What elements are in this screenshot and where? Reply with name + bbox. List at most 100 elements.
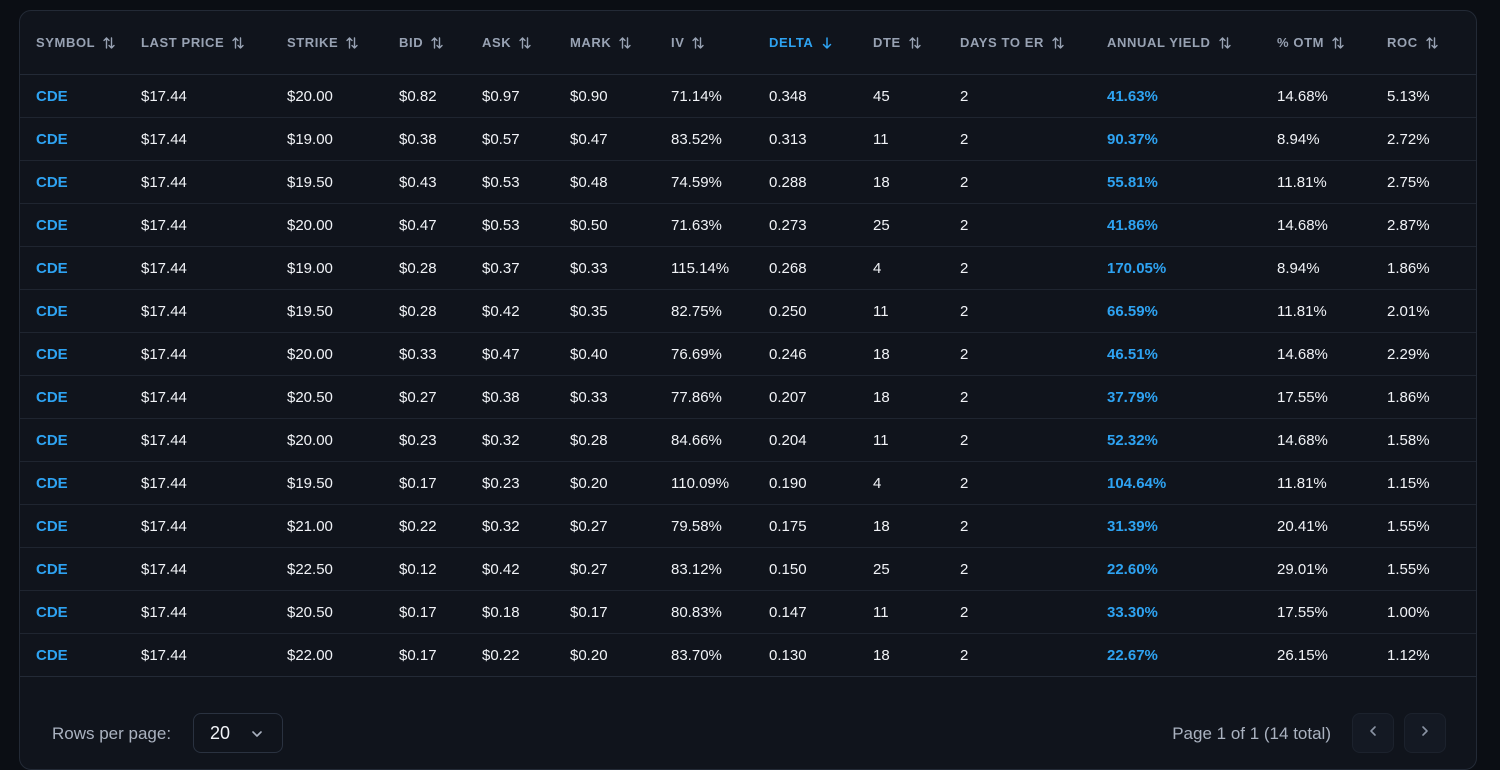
column-header-roc[interactable]: ROC — [1387, 11, 1476, 75]
pagination-footer: Rows per page: 20 Page 1 of 1 (14 total) — [20, 694, 1476, 769]
column-header-dte[interactable]: DTE — [873, 11, 960, 75]
column-header-bid[interactable]: BID — [399, 11, 482, 75]
cell-roc: 1.86% — [1387, 246, 1476, 290]
cell-annual-yield: 41.86% — [1107, 203, 1277, 247]
table-row[interactable]: CDE $17.44 $20.00 $0.47 $0.53 $0.50 71.63% 0.27… — [20, 203, 1476, 247]
column-header-iv[interactable]: IV — [671, 11, 769, 75]
sort-updown-icon — [691, 36, 705, 50]
rows-per-page-select[interactable]: 20 — [193, 713, 283, 753]
previous-page-button[interactable] — [1352, 713, 1394, 753]
column-header-inner: DAYS TO ER — [960, 35, 1065, 50]
cell-ask: $0.53 — [482, 203, 570, 247]
cell-annual-yield: 52.32% — [1107, 418, 1277, 462]
cell-symbol[interactable]: CDE — [20, 547, 141, 591]
cell-days-to-er: 2 — [960, 74, 1107, 118]
cell-last-price: $17.44 — [141, 461, 287, 505]
cell-bid: $0.12 — [399, 547, 482, 591]
column-header-inner: SYMBOL — [36, 35, 116, 50]
page-info: Page 1 of 1 (14 total) — [1172, 724, 1331, 743]
table-row[interactable]: CDE $17.44 $20.00 $0.33 $0.47 $0.40 76.69% 0.24… — [20, 332, 1476, 376]
table-row[interactable]: CDE $17.44 $20.00 $0.23 $0.32 $0.28 84.66% 0.20… — [20, 418, 1476, 462]
cell-bid: $0.28 — [399, 246, 482, 290]
cell-annual-yield: 90.37% — [1107, 117, 1277, 161]
cell-days-to-er: 2 — [960, 203, 1107, 247]
cell-symbol[interactable]: CDE — [20, 461, 141, 505]
cell-roc: 1.12% — [1387, 633, 1476, 677]
column-header-days-to-er[interactable]: DAYS TO ER — [960, 11, 1107, 75]
column-header-label: IV — [671, 35, 685, 50]
table-row[interactable]: CDE $17.44 $19.00 $0.28 $0.37 $0.33 115.14% 0.2… — [20, 246, 1476, 290]
cell-days-to-er: 2 — [960, 332, 1107, 376]
cell-iv: 71.14% — [671, 74, 769, 118]
cell-delta: 0.207 — [769, 375, 873, 419]
cell-last-price: $17.44 — [141, 418, 287, 462]
cell-symbol[interactable]: CDE — [20, 160, 141, 204]
column-header-annual-yield[interactable]: ANNUAL YIELD — [1107, 11, 1277, 75]
cell-strike: $20.00 — [287, 332, 399, 376]
table-row[interactable]: CDE $17.44 $22.50 $0.12 $0.42 $0.27 83.12% 0.15… — [20, 547, 1476, 591]
table-row[interactable]: CDE $17.44 $20.50 $0.27 $0.38 $0.33 77.86% 0.20… — [20, 375, 1476, 419]
options-table-card: SYMBOL LAST PRICE STRIKE BID ASK MARK IV DELTA D… — [19, 10, 1477, 770]
sort-updown-icon — [1051, 36, 1065, 50]
cell-symbol[interactable]: CDE — [20, 375, 141, 419]
table-row[interactable]: CDE $17.44 $19.50 $0.17 $0.23 $0.20 110.09% 0.1… — [20, 461, 1476, 505]
table-row[interactable]: CDE $17.44 $20.00 $0.82 $0.97 $0.90 71.14% 0.34… — [20, 74, 1476, 118]
cell-symbol[interactable]: CDE — [20, 203, 141, 247]
cell-dte: 45 — [873, 74, 960, 118]
table-row[interactable]: CDE $17.44 $19.00 $0.38 $0.57 $0.47 83.52% 0.31… — [20, 117, 1476, 161]
cell-mark: $0.48 — [570, 160, 671, 204]
cell-annual-yield: 31.39% — [1107, 504, 1277, 548]
cell-pct-otm: 8.94% — [1277, 246, 1387, 290]
column-header-inner: ASK — [482, 35, 532, 50]
column-header-last-price[interactable]: LAST PRICE — [141, 11, 287, 75]
cell-days-to-er: 2 — [960, 590, 1107, 634]
column-header-mark[interactable]: MARK — [570, 11, 671, 75]
column-header-label: DELTA — [769, 35, 814, 50]
cell-symbol[interactable]: CDE — [20, 633, 141, 677]
cell-symbol[interactable]: CDE — [20, 418, 141, 462]
cell-mark: $0.28 — [570, 418, 671, 462]
cell-days-to-er: 2 — [960, 375, 1107, 419]
cell-pct-otm: 11.81% — [1277, 160, 1387, 204]
cell-ask: $0.53 — [482, 160, 570, 204]
cell-symbol[interactable]: CDE — [20, 246, 141, 290]
cell-symbol[interactable]: CDE — [20, 590, 141, 634]
cell-pct-otm: 29.01% — [1277, 547, 1387, 591]
cell-symbol[interactable]: CDE — [20, 504, 141, 548]
cell-strike: $19.00 — [287, 246, 399, 290]
cell-ask: $0.97 — [482, 74, 570, 118]
cell-dte: 18 — [873, 375, 960, 419]
table-header: SYMBOL LAST PRICE STRIKE BID ASK MARK IV DELTA D… — [20, 11, 1476, 75]
cell-symbol[interactable]: CDE — [20, 74, 141, 118]
cell-iv: 83.52% — [671, 117, 769, 161]
cell-last-price: $17.44 — [141, 289, 287, 333]
cell-symbol[interactable]: CDE — [20, 117, 141, 161]
column-header-symbol[interactable]: SYMBOL — [20, 11, 141, 75]
rows-per-page-value: 20 — [210, 722, 231, 743]
cell-iv: 74.59% — [671, 160, 769, 204]
table-row[interactable]: CDE $17.44 $22.00 $0.17 $0.22 $0.20 83.70% 0.13… — [20, 633, 1476, 677]
cell-symbol[interactable]: CDE — [20, 289, 141, 333]
column-header-ask[interactable]: ASK — [482, 11, 570, 75]
table-row[interactable]: CDE $17.44 $20.50 $0.17 $0.18 $0.17 80.83% 0.14… — [20, 590, 1476, 634]
column-header-delta[interactable]: DELTA — [769, 11, 873, 75]
table-row[interactable]: CDE $17.44 $21.00 $0.22 $0.32 $0.27 79.58% 0.17… — [20, 504, 1476, 548]
cell-pct-otm: 8.94% — [1277, 117, 1387, 161]
column-header-strike[interactable]: STRIKE — [287, 11, 399, 75]
cell-dte: 11 — [873, 590, 960, 634]
cell-bid: $0.38 — [399, 117, 482, 161]
cell-delta: 0.288 — [769, 160, 873, 204]
column-header-pct-otm[interactable]: % OTM — [1277, 11, 1387, 75]
cell-bid: $0.17 — [399, 461, 482, 505]
cell-days-to-er: 2 — [960, 504, 1107, 548]
cell-ask: $0.18 — [482, 590, 570, 634]
cell-symbol[interactable]: CDE — [20, 332, 141, 376]
cell-mark: $0.27 — [570, 504, 671, 548]
cell-iv: 110.09% — [671, 461, 769, 505]
cell-ask: $0.32 — [482, 418, 570, 462]
table-row[interactable]: CDE $17.44 $19.50 $0.43 $0.53 $0.48 74.59% 0.28… — [20, 160, 1476, 204]
table-row[interactable]: CDE $17.44 $19.50 $0.28 $0.42 $0.35 82.75% 0.25… — [20, 289, 1476, 333]
next-page-button[interactable] — [1404, 713, 1446, 753]
column-header-label: SYMBOL — [36, 35, 96, 50]
cell-mark: $0.27 — [570, 547, 671, 591]
